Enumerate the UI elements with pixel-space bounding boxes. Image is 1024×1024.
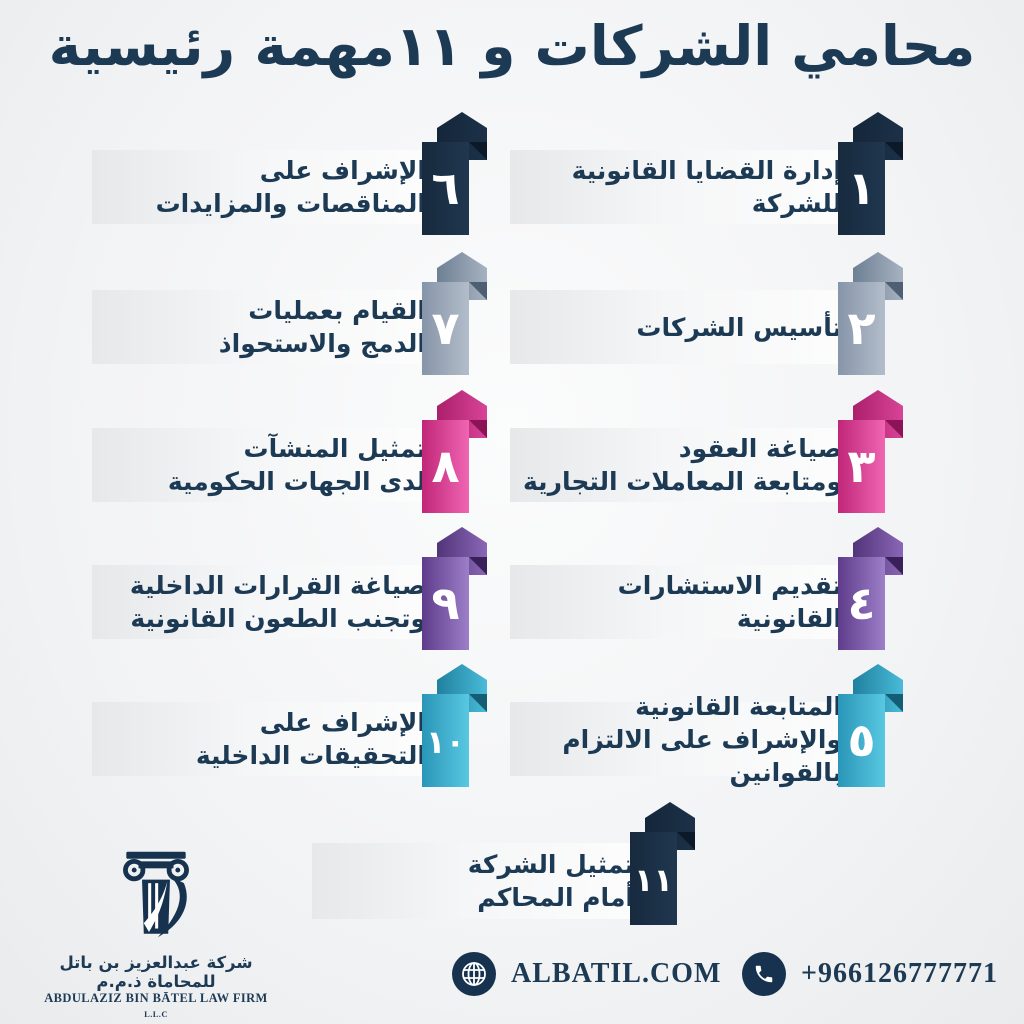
task-item-1: إدارة القضايا القانونية للشركة ١ <box>510 110 908 240</box>
task-number: ١ <box>847 161 876 215</box>
arrow-marker-icon <box>838 252 903 375</box>
task-item-6: الإشراف على المناقصات والمزايدات ٦ <box>92 110 492 240</box>
task-label: تمثيل الشركة أمام المحاكم <box>467 850 634 912</box>
task-number: ٦ <box>431 161 460 215</box>
law-firm-logo: شركة عبدالعزيز بن باتل للمحاماة ذ.م.م AB… <box>36 850 276 1021</box>
task-number: ٨ <box>431 439 460 493</box>
task-label: تأسيس الشركات <box>636 312 842 342</box>
website-group: ALBATIL.COM <box>452 952 721 996</box>
arrow-marker-icon <box>422 527 487 650</box>
firm-name-english: ABDULAZIZ BIN BĀTEL LAW FIRM L.L.C <box>44 991 268 1019</box>
arrow-marker-icon <box>422 252 487 375</box>
task-number: ٥ <box>847 713 876 767</box>
task-bar: تأسيس الشركات <box>510 290 858 364</box>
roman-column-logo-icon <box>123 851 189 938</box>
firm-name-arabic: شركة عبدالعزيز بن باتل للمحاماة ذ.م.م <box>59 953 253 991</box>
task-item-4: تقديم الاستشارات القانونية ٤ <box>510 525 908 655</box>
task-item-7: القيام بعمليات الدمج والاستحواذ ٧ <box>92 250 492 380</box>
arrow-marker-icon <box>838 112 903 235</box>
arrow-marker-icon <box>838 390 903 513</box>
firm-suffix: L.L.C <box>144 1009 168 1019</box>
arrow-marker-icon <box>630 802 695 925</box>
task-item-11: تمثيل الشركة أمام المحاكم ١١ <box>312 800 700 930</box>
task-label: صياغة القرارات الداخلية وتجنب الطعون الق… <box>129 571 426 633</box>
task-label: تمثيل المنشآت لدى الجهات الحكومية <box>167 434 426 496</box>
task-bar: إدارة القضايا القانونية للشركة <box>510 150 858 224</box>
task-bar: صياغة القرارات الداخلية وتجنب الطعون الق… <box>92 565 442 639</box>
task-item-3: صياغة العقود ومتابعة المعاملات التجارية … <box>510 388 908 518</box>
phone-text: +966126777771 <box>801 958 998 989</box>
task-number: ٤ <box>847 576 876 630</box>
task-number: ١٠ <box>425 723 466 761</box>
globe-icon <box>452 952 496 996</box>
task-bar: المتابعة القانونية والإشراف على الالتزام… <box>510 692 858 787</box>
arrow-marker-icon <box>422 112 487 235</box>
phone-group: +966126777771 <box>742 952 998 996</box>
task-number: ٢ <box>847 301 876 355</box>
task-label: الإشراف على التحقيقات الداخلية <box>195 708 426 770</box>
task-bar: تقديم الاستشارات القانونية <box>510 565 858 639</box>
task-label: إدارة القضايا القانونية للشركة <box>571 156 842 218</box>
task-item-9: صياغة القرارات الداخلية وتجنب الطعون الق… <box>92 525 492 655</box>
task-number: ١١ <box>633 861 674 899</box>
task-label: الإشراف على المناقصات والمزايدات <box>155 156 426 218</box>
task-bar: تمثيل المنشآت لدى الجهات الحكومية <box>92 428 442 502</box>
task-bar: القيام بعمليات الدمج والاستحواذ <box>92 290 442 364</box>
phone-icon <box>742 952 786 996</box>
task-bar: الإشراف على المناقصات والمزايدات <box>92 150 442 224</box>
task-item-10: الإشراف على التحقيقات الداخلية ١٠ <box>92 662 492 792</box>
arrow-marker-icon <box>422 664 487 787</box>
arrow-marker-icon <box>422 390 487 513</box>
arrow-marker-icon <box>838 527 903 650</box>
task-number: ٣ <box>847 439 876 493</box>
task-item-5: المتابعة القانونية والإشراف على الالتزام… <box>510 662 908 792</box>
task-label: المتابعة القانونية والإشراف على الالتزام… <box>562 691 842 787</box>
task-number: ٩ <box>431 576 460 630</box>
task-label: تقديم الاستشارات القانونية <box>617 571 842 633</box>
page-title: محامي الشركات و ١١مهمة رئيسية <box>48 14 976 78</box>
task-label: القيام بعمليات الدمج والاستحواذ <box>218 296 426 358</box>
task-label: صياغة العقود ومتابعة المعاملات التجارية <box>523 434 842 496</box>
task-bar: تمثيل الشركة أمام المحاكم <box>312 843 650 919</box>
task-bar: الإشراف على التحقيقات الداخلية <box>92 702 442 776</box>
task-bar: صياغة العقود ومتابعة المعاملات التجارية <box>510 428 858 502</box>
website-text: ALBATIL.COM <box>511 958 722 989</box>
arrow-marker-icon <box>838 664 903 787</box>
task-item-2: تأسيس الشركات ٢ <box>510 250 908 380</box>
task-number: ٧ <box>431 301 460 355</box>
task-item-8: تمثيل المنشآت لدى الجهات الحكومية ٨ <box>92 388 492 518</box>
